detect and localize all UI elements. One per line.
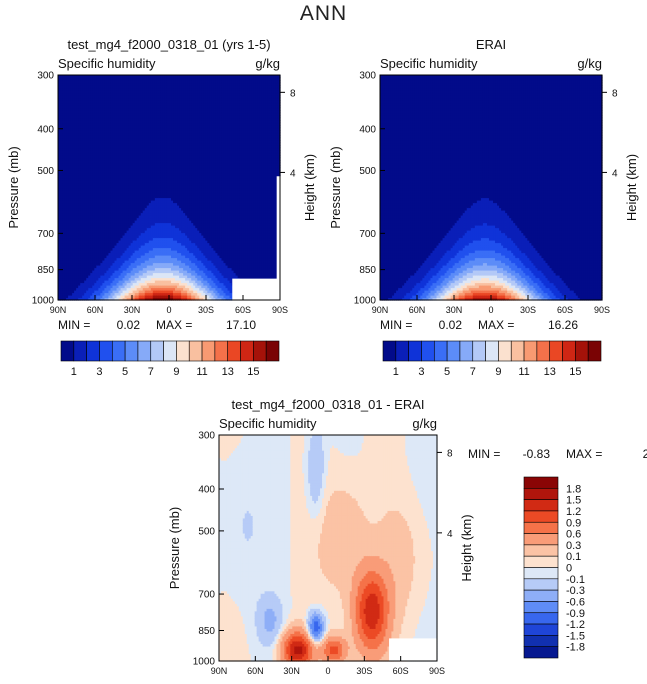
panel-0: test_mg4_f2000_0318_01 (yrs 1-5)Specific…: [6, 37, 317, 332]
